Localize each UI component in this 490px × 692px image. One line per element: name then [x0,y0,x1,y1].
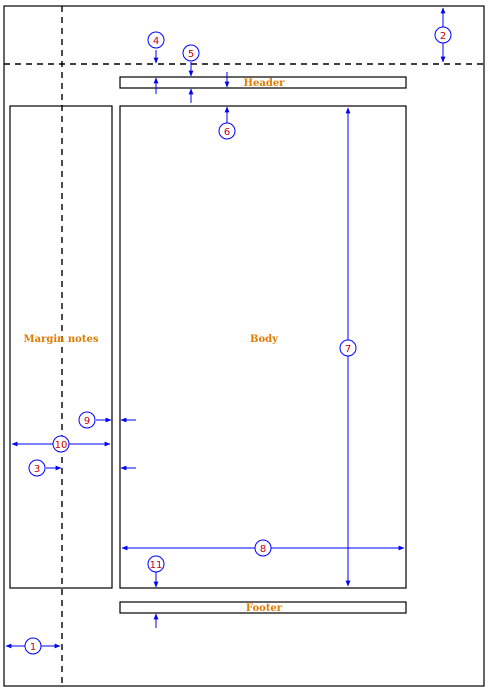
callout-8: 8 [254,539,272,557]
header-label: Header [244,78,286,89]
body-box [119,105,407,589]
svg-text:11: 11 [150,560,163,571]
svg-text:2: 2 [440,31,446,42]
svg-text:5: 5 [188,49,194,60]
header-box [119,76,407,89]
footer-box [119,601,407,614]
svg-text:8: 8 [260,544,266,555]
callout-2: 2 [434,26,452,44]
callout-3: 3 [28,459,46,477]
callout-1: 1 [24,637,42,655]
margin-notes-label: Margin notes [24,334,99,345]
svg-text:3: 3 [34,464,40,475]
callout-10: 10 [52,435,70,453]
svg-text:1: 1 [30,642,36,653]
svg-text:4: 4 [153,36,159,47]
callout-9: 9 [78,411,96,429]
callout-11: 11 [147,555,165,573]
body-label: Body [250,334,279,345]
svg-text:9: 9 [84,416,90,427]
svg-text:7: 7 [345,344,351,355]
callout-7: 7 [339,339,357,357]
page-outline [3,5,485,687]
footer-label: Footer [246,603,283,614]
callout-4: 4 [147,31,165,49]
margin-notes-box [9,105,113,589]
callout-6: 6 [218,122,236,140]
svg-text:10: 10 [55,440,68,451]
svg-text:6: 6 [224,127,230,138]
callout-5: 5 [182,44,200,62]
